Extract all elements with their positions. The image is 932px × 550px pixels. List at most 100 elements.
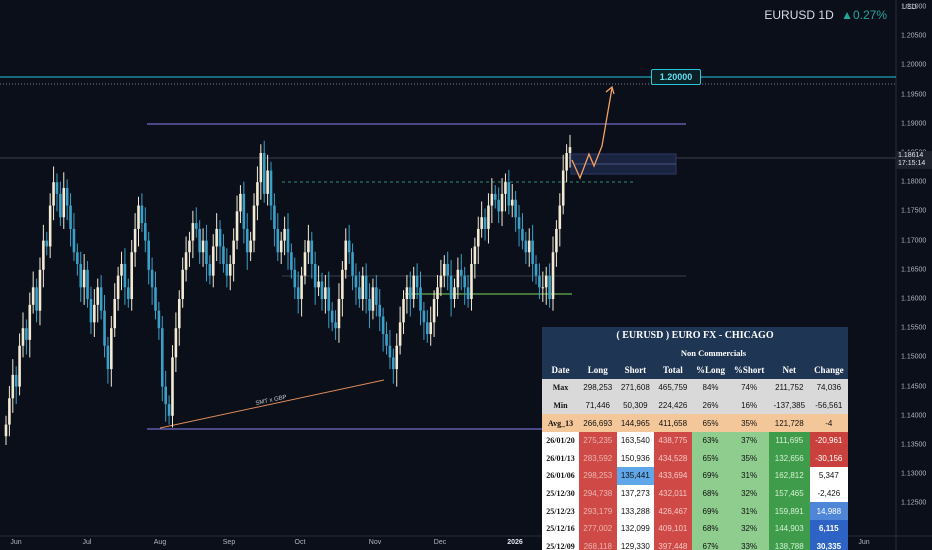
candle-body bbox=[459, 269, 463, 276]
candle-body bbox=[300, 275, 303, 299]
candle-body bbox=[177, 299, 181, 329]
cot-title: ( EURUSD ) EURO FX - CHICAGO bbox=[542, 327, 848, 344]
candle-body bbox=[385, 334, 388, 346]
candle-body bbox=[307, 240, 310, 253]
candle-body bbox=[544, 275, 548, 288]
candle-body bbox=[103, 310, 106, 346]
candle-body bbox=[429, 322, 432, 335]
cot-cell: 163,540 bbox=[616, 431, 655, 450]
candle-body bbox=[463, 275, 466, 288]
candle-body bbox=[487, 205, 490, 229]
candle-body bbox=[524, 240, 528, 253]
candle-body bbox=[262, 153, 266, 194]
candle-body bbox=[548, 275, 551, 299]
cot-cell: 74,036 bbox=[809, 379, 848, 397]
cot-cell: 68% bbox=[691, 484, 730, 503]
cot-cell: 298,253 bbox=[578, 379, 617, 397]
candle-body bbox=[96, 287, 100, 305]
candle-body bbox=[368, 299, 371, 311]
y-tick-label: 1.17000 bbox=[901, 237, 927, 245]
cot-row: 25/12/23 293,179 133,288 426,467 69% 31% 159,8… bbox=[542, 502, 848, 520]
cot-row-label: Max bbox=[542, 379, 579, 397]
candle-body bbox=[521, 228, 524, 241]
smt-trendline bbox=[159, 379, 385, 429]
cot-cell: 50,309 bbox=[616, 396, 655, 415]
candle-body bbox=[215, 228, 218, 247]
x-tick-label: Oct bbox=[294, 539, 306, 546]
cot-cell: 63% bbox=[691, 431, 730, 450]
candle-body bbox=[497, 199, 500, 212]
cot-cell: 31% bbox=[729, 467, 769, 485]
candle-body bbox=[507, 182, 511, 206]
candle-body bbox=[347, 240, 351, 253]
candle-body bbox=[293, 269, 297, 288]
axis-unit-label[interactable]: USD bbox=[902, 4, 917, 11]
candle-body bbox=[123, 263, 127, 288]
candle-body bbox=[439, 275, 443, 288]
candle-body bbox=[52, 182, 55, 206]
symbol-header[interactable]: EURUSD 1D ▲0.27% bbox=[764, 8, 887, 22]
bar-countdown: 17:15:14 bbox=[898, 160, 926, 167]
cot-cell: 211,752 bbox=[768, 379, 810, 397]
candle-body bbox=[164, 386, 167, 405]
cot-cell: 157,465 bbox=[768, 484, 810, 503]
y-tick-label: 1.16500 bbox=[901, 266, 927, 274]
cot-cell: -4 bbox=[809, 414, 848, 432]
candle-body bbox=[412, 275, 416, 299]
candle-body bbox=[470, 263, 473, 299]
candle-body bbox=[218, 228, 222, 247]
cot-cell: 426,467 bbox=[654, 502, 692, 520]
x-tick-label: Dec bbox=[433, 539, 447, 546]
cot-cell: 33% bbox=[729, 537, 769, 550]
change-percent: ▲0.27% bbox=[841, 8, 887, 22]
cot-cell: 14,988 bbox=[809, 502, 848, 520]
y-tick-label: 1.12500 bbox=[901, 499, 927, 507]
candle-body bbox=[422, 310, 426, 323]
candle-body bbox=[493, 193, 497, 200]
candle-body bbox=[55, 182, 59, 194]
candle-body bbox=[279, 240, 283, 253]
y-tick-label: 1.15000 bbox=[901, 353, 927, 361]
candle-body bbox=[510, 199, 514, 206]
cot-cell: 132,656 bbox=[768, 449, 810, 468]
cot-cell: 465,759 bbox=[654, 379, 692, 397]
candle-body bbox=[222, 246, 225, 264]
cot-cell: 35% bbox=[729, 449, 769, 468]
cot-column-header: %Short bbox=[729, 361, 769, 380]
y-tick-label: 1.14500 bbox=[901, 383, 927, 391]
candle-body bbox=[4, 424, 8, 437]
cot-cell: 138,788 bbox=[768, 537, 810, 550]
candle-body bbox=[38, 269, 42, 311]
candle-body bbox=[354, 275, 358, 288]
candle-body bbox=[86, 269, 89, 299]
candle-body bbox=[504, 182, 507, 194]
cot-row-label: 25/12/23 bbox=[542, 502, 579, 520]
candle-body bbox=[48, 205, 52, 247]
candle-body bbox=[283, 228, 286, 241]
candle-body bbox=[59, 193, 62, 218]
candle-body bbox=[62, 188, 66, 218]
candle-body bbox=[184, 252, 188, 270]
candle-body bbox=[476, 228, 480, 247]
candle-body bbox=[388, 345, 392, 358]
candle-body bbox=[456, 269, 460, 288]
candle-body bbox=[18, 345, 21, 387]
candle-body bbox=[317, 281, 320, 288]
cot-cell: 32% bbox=[729, 519, 769, 538]
candle-body bbox=[541, 287, 545, 289]
candle-body bbox=[409, 287, 412, 299]
candle-body bbox=[157, 310, 161, 329]
candle-body bbox=[327, 287, 331, 311]
candle-body bbox=[65, 188, 69, 206]
candle-body bbox=[144, 223, 147, 241]
candle-body bbox=[242, 193, 246, 229]
candle-body bbox=[561, 170, 565, 206]
cot-cell: 71,446 bbox=[578, 396, 617, 415]
cot-cell: 271,608 bbox=[616, 379, 655, 397]
cot-cell: 137,273 bbox=[616, 484, 655, 503]
cot-cell: 111,695 bbox=[768, 431, 810, 450]
candle-body bbox=[211, 246, 215, 276]
candle-body bbox=[167, 404, 171, 416]
cot-row-label: Avg_13 bbox=[542, 414, 579, 432]
